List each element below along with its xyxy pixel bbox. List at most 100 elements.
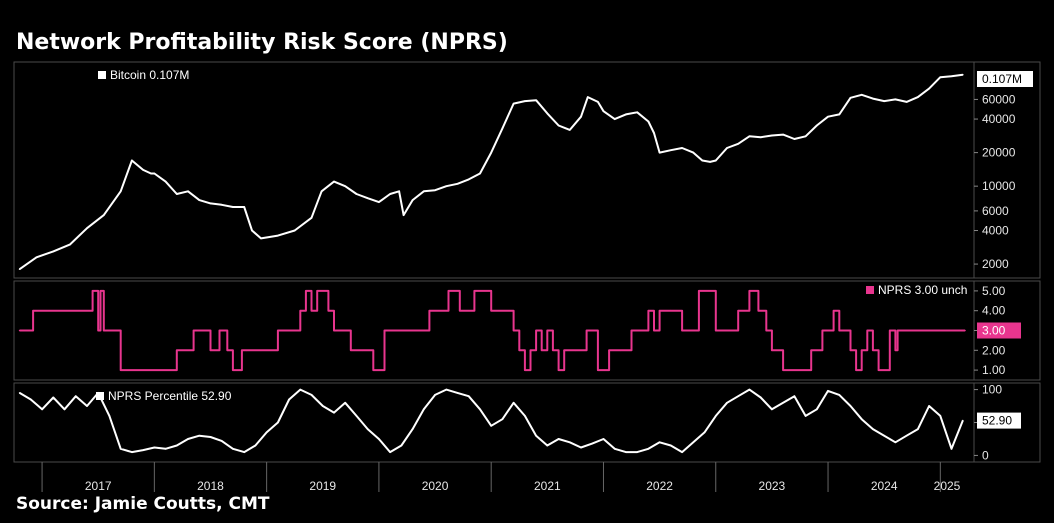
data-point [647,309,650,312]
data-point [586,96,589,98]
data-point [905,434,908,437]
data-point [456,183,459,185]
data-point [423,408,425,411]
data-point [670,309,672,312]
data-point [490,151,492,154]
last-value-badge [977,412,1021,429]
data-point [838,113,841,116]
data-point [928,87,930,90]
data-point [894,98,897,101]
data-point [580,115,582,118]
data-point [366,428,369,430]
data-point [804,415,807,417]
data-point [243,206,245,208]
data-point [398,190,400,193]
data-point [821,329,824,332]
x-tick-label: 2024 [871,479,898,493]
x-tick-label: 2021 [534,479,561,493]
data-point [692,441,695,444]
chart-title: Network Profitability Risk Score (NPRS) [16,30,508,55]
data-point [681,451,683,453]
data-point [176,349,178,352]
data-point [321,405,324,407]
data-point [636,111,638,114]
legend-swatch [866,286,874,294]
data-point [535,434,537,437]
data-point [757,309,760,312]
data-point [372,369,375,371]
data-point [310,394,313,396]
data-point [759,136,762,138]
data-point [793,138,796,140]
data-point [456,392,459,394]
data-point [35,256,38,259]
data-point [434,394,436,396]
data-point [771,408,773,411]
data-point [232,369,234,371]
last-value-label: 3.00 [982,324,1006,338]
data-point [18,329,21,332]
data-point [119,448,122,450]
data-point [748,135,751,138]
data-point [838,329,841,332]
data-point [726,147,728,149]
data-point [378,201,380,203]
data-point [142,449,144,451]
data-point [714,159,717,162]
data-point [131,159,133,162]
data-point [956,329,958,332]
data-point [692,151,695,154]
data-point [591,442,594,445]
data-point [883,100,885,102]
x-tick-label: 2020 [422,479,449,493]
data-point [333,180,335,183]
data-point [490,424,492,427]
data-point [933,329,936,332]
data-point [703,431,706,434]
data-point [810,349,812,352]
data-point [479,172,481,175]
data-point [737,309,740,312]
legend-swatch [96,392,104,400]
data-point [619,349,622,352]
data-point [176,444,178,447]
data-point [277,421,279,424]
y-tick-label: 1.00 [982,363,1006,377]
data-point [103,329,105,332]
last-value-badge [977,71,1033,87]
data-point [30,398,32,401]
data-point [187,438,189,440]
x-tick-label: 2025 [934,479,961,493]
data-point [849,405,852,407]
data-point [153,446,156,449]
data-point [198,199,201,201]
data-point [350,349,352,352]
y-tick-label: 4.00 [982,304,1006,318]
data-point [99,290,102,292]
data-point [832,309,835,312]
data-point [922,329,925,332]
data-point [153,172,156,175]
data-point [327,309,330,312]
data-point [277,234,279,237]
data-point [467,395,470,397]
data-point [838,394,841,396]
data-point [423,190,425,193]
data-point [97,329,100,332]
data-point [320,190,323,193]
data-point [911,329,914,332]
data-point [251,229,253,232]
data-point [849,97,852,99]
legend-label: NPRS 3.00 unch [878,283,967,297]
data-point [765,329,768,332]
data-point [411,428,414,430]
data-point [316,290,318,292]
data-point [52,250,55,253]
data-point [198,434,201,437]
data-point [597,369,599,371]
data-point [630,329,633,332]
data-point [557,369,560,371]
x-axis: 2017 2018 2019 2020 2021 2022 2023 2024 2025 [14,461,1040,493]
data-point [939,329,942,332]
